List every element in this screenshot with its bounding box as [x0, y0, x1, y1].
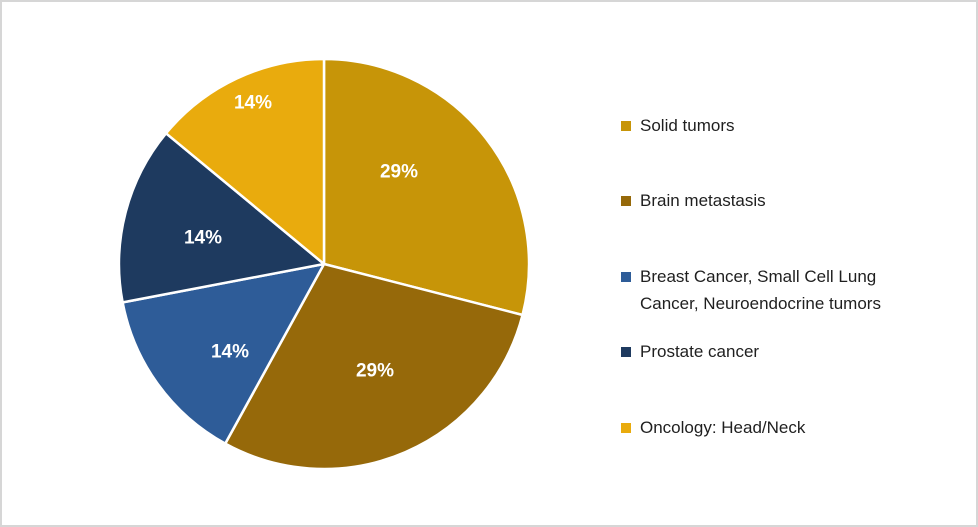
legend-label-line: Breast Cancer, Small Cell Lung — [640, 267, 877, 286]
legend-label: Solid tumors — [640, 112, 734, 139]
legend-label-line: Prostate cancer — [640, 342, 760, 361]
pie-slice-solid-tumors[interactable] — [322, 57, 531, 317]
legend-item-solid-tumors[interactable]: Solid tumors — [621, 112, 961, 139]
legend-label: Prostate cancer — [640, 338, 759, 365]
legend-swatch-breast-cancer-small-cell-lung-cancer-neuroendocrine-tumors — [621, 272, 631, 282]
data-label-prostate-cancer: 14% — [184, 228, 222, 249]
legend-item-oncology-head-neck[interactable]: Oncology: Head/Neck — [621, 414, 961, 441]
pie-slice-breast-cancer-small-cell-lung-cancer-neuroendocrine-tumors[interactable] — [121, 262, 326, 445]
legend-label: Oncology: Head/Neck — [640, 414, 805, 441]
data-label-solid-tumors: 29% — [380, 162, 418, 183]
legend-label-line: Solid tumors — [640, 116, 735, 135]
legend-label-line: Oncology: Head/Neck — [640, 418, 806, 437]
data-label-brain-metastasis: 29% — [356, 361, 394, 382]
pie-slice-oncology-head-neck[interactable] — [164, 57, 326, 266]
legend-swatch-solid-tumors — [621, 121, 631, 131]
legend-item-prostate-cancer[interactable]: Prostate cancer — [621, 338, 961, 365]
legend-swatch-brain-metastasis — [621, 196, 631, 206]
legend-item-breast-cancer-small-cell-lung-cancer-neuroendocrine-tumors[interactable]: Breast Cancer, Small Cell Lung Cancer, Ne… — [621, 263, 961, 317]
pie-slice-prostate-cancer[interactable] — [117, 132, 326, 304]
data-label-oncology-head-neck: 14% — [234, 93, 272, 114]
legend-swatch-prostate-cancer — [621, 347, 631, 357]
legend-label: Brain metastasis — [640, 187, 766, 214]
legend-label-line: Brain metastasis — [640, 191, 766, 210]
pie-slice-brain-metastasis[interactable] — [223, 262, 524, 471]
legend-label: Breast Cancer, Small Cell Lung Cancer, Ne… — [640, 263, 881, 317]
chart-legend: Solid tumors Brain metastasis Breast Cance… — [621, 2, 971, 525]
data-label-breast-cancer-small-cell-lung-cancer-neuroendocrine-tumors: 14% — [211, 342, 249, 363]
legend-label-line: Cancer, Neuroendocrine tumors — [640, 294, 881, 313]
legend-swatch-oncology-head-neck — [621, 423, 631, 433]
legend-item-brain-metastasis[interactable]: Brain metastasis — [621, 187, 961, 214]
